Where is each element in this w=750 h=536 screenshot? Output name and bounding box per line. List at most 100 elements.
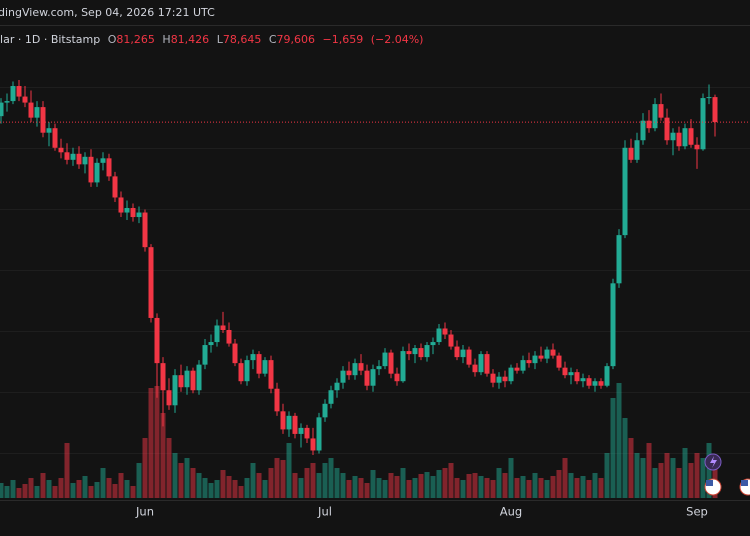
- candle-body: [286, 415, 292, 430]
- volume-bar: [292, 473, 298, 498]
- candle-body: [634, 140, 640, 160]
- candle-body: [406, 351, 412, 355]
- volume-bar: [94, 482, 100, 498]
- volume-bar: [658, 463, 664, 498]
- candle-body: [454, 346, 460, 358]
- candle-body: [70, 153, 76, 160]
- symbol: llar · 1D · Bitstamp: [0, 33, 100, 46]
- candle-body: [160, 363, 166, 391]
- candle-body: [100, 158, 106, 163]
- candle-body: [106, 158, 112, 177]
- candle-body: [394, 373, 400, 382]
- candle-body: [694, 144, 700, 150]
- candle-body: [238, 363, 244, 382]
- candle-body: [490, 373, 496, 383]
- candle-body: [706, 97, 712, 99]
- volume-bar: [496, 468, 502, 498]
- volume-bar: [280, 460, 286, 498]
- volume-bar: [550, 476, 556, 498]
- candle-body: [436, 328, 442, 343]
- candle-body: [82, 156, 88, 165]
- candle-body: [514, 367, 520, 371]
- volume-bar: [514, 478, 520, 498]
- candle-body: [556, 355, 562, 368]
- volume-bar: [178, 463, 184, 498]
- candle-body: [328, 390, 334, 404]
- candle-body: [4, 101, 10, 103]
- volume-bar: [112, 484, 118, 498]
- candle-body: [142, 212, 148, 248]
- candle-body: [586, 378, 592, 386]
- candle-body: [496, 376, 502, 383]
- candle-body: [10, 86, 16, 102]
- volume-bar: [574, 478, 580, 498]
- candle-body: [340, 370, 346, 383]
- candle-body: [562, 367, 568, 376]
- candle-body: [352, 363, 358, 376]
- candle-body: [538, 355, 544, 359]
- x-tick-label: Jul: [317, 505, 332, 519]
- volume-bar: [322, 463, 328, 498]
- candle-body: [196, 364, 202, 391]
- candle-body: [484, 354, 490, 374]
- volume-bar: [202, 478, 208, 498]
- candle-body: [148, 247, 154, 318]
- candle-body: [682, 128, 688, 147]
- volume-bar: [670, 458, 676, 498]
- volume-bar: [154, 386, 160, 498]
- volume-bar: [166, 438, 172, 498]
- icons: [704, 453, 750, 496]
- volume-bar: [268, 468, 274, 498]
- volume-bar: [106, 478, 112, 498]
- candle-body: [166, 390, 172, 406]
- volume-bar: [244, 478, 250, 498]
- volume-bar: [556, 470, 562, 498]
- candle-body: [364, 370, 370, 386]
- volume-bar: [304, 468, 310, 498]
- flag-canton: [741, 480, 748, 486]
- volume-bar: [400, 468, 406, 498]
- volume-bar: [286, 443, 292, 498]
- candle-body: [676, 132, 682, 147]
- volume-bar: [694, 453, 700, 498]
- candle-body: [268, 360, 274, 389]
- x-tick-label: Jun: [135, 505, 154, 519]
- candle-body: [520, 360, 526, 371]
- candle-body: [124, 208, 130, 213]
- volume-bar: [274, 458, 280, 498]
- volume-bar: [472, 473, 478, 498]
- candle-body: [46, 128, 52, 133]
- volume-bar: [592, 473, 598, 498]
- candle-body: [130, 208, 136, 218]
- volume-bar: [502, 473, 508, 498]
- candle-body: [244, 360, 250, 382]
- candle-body: [256, 354, 262, 374]
- candle-body: [574, 372, 580, 382]
- volume-bar: [376, 478, 382, 498]
- volume-bar: [394, 476, 400, 498]
- candle-body: [52, 128, 58, 148]
- volume-bar: [82, 476, 88, 498]
- volume-bar: [622, 418, 628, 498]
- candle-body: [418, 348, 424, 358]
- candle-body: [568, 372, 574, 376]
- candle-body: [610, 283, 616, 367]
- volume-bar: [148, 388, 154, 498]
- volume-bar: [628, 438, 634, 498]
- candle-body: [172, 375, 178, 406]
- volume-bar: [520, 476, 526, 498]
- volume-bar: [430, 476, 436, 498]
- volume-bar: [646, 443, 652, 498]
- volume-bar: [76, 480, 82, 498]
- volume-bar: [208, 483, 214, 498]
- change-percent: (−2.04%): [371, 33, 424, 46]
- candle-body: [118, 197, 124, 213]
- volume-bar: [220, 470, 226, 498]
- legend-key: H: [162, 33, 170, 46]
- candle-body: [628, 147, 634, 160]
- legend-value: 81,265: [116, 33, 155, 46]
- volume-bar: [484, 478, 490, 498]
- candle-body: [76, 153, 82, 165]
